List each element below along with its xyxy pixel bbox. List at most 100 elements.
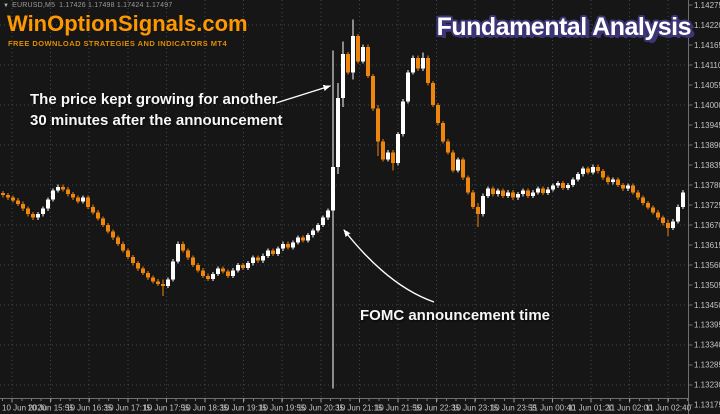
- candle-body: [126, 250, 130, 257]
- candle-body: [171, 261, 175, 279]
- candle-body: [491, 189, 495, 194]
- mt4-chart-window: 1.142751.142201.141651.141101.140551.140…: [0, 0, 720, 414]
- candle-body: [531, 192, 535, 196]
- candle-body: [561, 183, 565, 188]
- price-tick-label: 1.13835: [694, 161, 720, 170]
- candle-body: [181, 244, 185, 251]
- candle-body: [131, 257, 135, 263]
- time-tick-label: 11 Jun 02:40: [645, 404, 691, 413]
- price-tick-label: 1.13780: [694, 181, 720, 190]
- candle-body: [431, 83, 435, 105]
- candle-body: [296, 238, 300, 243]
- candle-body: [356, 36, 360, 61]
- candle-body: [336, 98, 340, 167]
- candle-body: [516, 194, 520, 198]
- candle-body: [601, 171, 605, 178]
- candle-body: [351, 36, 355, 72]
- candle-body: [396, 134, 400, 163]
- candle-body: [71, 194, 75, 198]
- candle-body: [646, 203, 650, 207]
- candle-body: [66, 189, 70, 194]
- candle-body: [231, 270, 235, 275]
- price-tick-label: 1.13615: [694, 241, 720, 250]
- candle-body: [41, 209, 45, 214]
- candle-body: [636, 192, 640, 197]
- candle-body: [546, 189, 550, 193]
- candle-body: [631, 186, 635, 193]
- candle-body: [31, 214, 35, 218]
- chart-canvas[interactable]: 1.142751.142201.141651.141101.140551.140…: [0, 0, 720, 414]
- candle-body: [521, 190, 525, 194]
- price-tick-label: 1.13945: [694, 121, 720, 130]
- candle-body: [496, 190, 500, 194]
- candle-body: [341, 54, 345, 98]
- candle-body: [116, 238, 120, 244]
- candle-body: [391, 152, 395, 163]
- candle-body: [576, 174, 580, 179]
- candle-body: [676, 207, 680, 222]
- candle-body: [276, 249, 280, 254]
- candle-body: [446, 141, 450, 152]
- price-tick-label: 1.13670: [694, 221, 720, 230]
- watermark-title: WinOptionSignals.com: [7, 11, 248, 37]
- candle-body: [476, 207, 480, 214]
- candle-body: [61, 187, 65, 190]
- candles-layer: [1, 20, 685, 389]
- candle-body: [566, 185, 570, 188]
- candle-body: [221, 269, 225, 272]
- price-tick-label: 1.13175: [694, 401, 720, 410]
- candle-body: [101, 218, 105, 225]
- candle-body: [301, 238, 305, 241]
- candle-body: [436, 105, 440, 123]
- candle-body: [526, 190, 530, 195]
- candle-body: [51, 190, 55, 199]
- candle-body: [656, 212, 660, 217]
- candle-body: [611, 180, 615, 183]
- quote-bar: ▼EURUSD,M5 1.17426 1.17498 1.17424 1.1749…: [3, 2, 172, 9]
- candle-body: [661, 218, 665, 223]
- time-axis[interactable]: 10 Jun 202010 Jun 15:5510 Jun 16:3510 Ju…: [0, 399, 692, 413]
- price-tick-label: 1.13230: [694, 381, 720, 390]
- candle-body: [251, 258, 255, 263]
- price-tick-label: 1.14110: [694, 61, 720, 70]
- candle-body: [376, 109, 380, 142]
- candle-body: [11, 198, 15, 201]
- candle-body: [316, 225, 320, 230]
- candle-body: [591, 167, 595, 172]
- candle-body: [461, 160, 465, 178]
- collapse-icon[interactable]: ▼: [3, 3, 9, 9]
- candle-body: [281, 244, 285, 249]
- price-tick-label: 1.14055: [694, 81, 720, 90]
- candle-body: [331, 167, 335, 211]
- candle-body: [361, 47, 365, 62]
- candle-body: [616, 180, 620, 185]
- candle-body: [481, 196, 485, 214]
- candle-body: [466, 178, 470, 193]
- candle-body: [386, 152, 390, 159]
- candle-body: [651, 208, 655, 213]
- candle-body: [411, 58, 415, 73]
- candle-body: [91, 207, 95, 212]
- candle-body: [271, 250, 275, 254]
- growth-note-line1: The price kept growing for another: [30, 89, 283, 110]
- candle-body: [216, 269, 220, 274]
- symbol-timeframe-label: EURUSD,M5: [12, 2, 55, 9]
- growth-note-arrow-icon: [276, 86, 330, 103]
- candle-body: [241, 265, 245, 268]
- candle-body: [121, 244, 125, 251]
- candle-body: [16, 200, 20, 204]
- candle-body: [536, 189, 540, 193]
- price-tick-label: 1.13560: [694, 261, 720, 270]
- price-axis[interactable]: 1.142751.142201.141651.141101.140551.140…: [689, 0, 720, 414]
- candle-body: [571, 180, 575, 185]
- price-tick-label: 1.13285: [694, 361, 720, 370]
- candle-body: [381, 141, 385, 159]
- candle-body: [506, 192, 510, 196]
- price-tick-label: 1.14220: [694, 21, 720, 30]
- candle-body: [256, 258, 260, 261]
- candle-body: [441, 123, 445, 141]
- candle-body: [196, 265, 200, 270]
- watermark-subtitle: FREE DOWNLOAD STRATEGIES AND INDICATORS …: [8, 39, 227, 48]
- ohlc-values: 1.17426 1.17498 1.17424 1.17497: [59, 2, 172, 9]
- candle-body: [176, 244, 180, 261]
